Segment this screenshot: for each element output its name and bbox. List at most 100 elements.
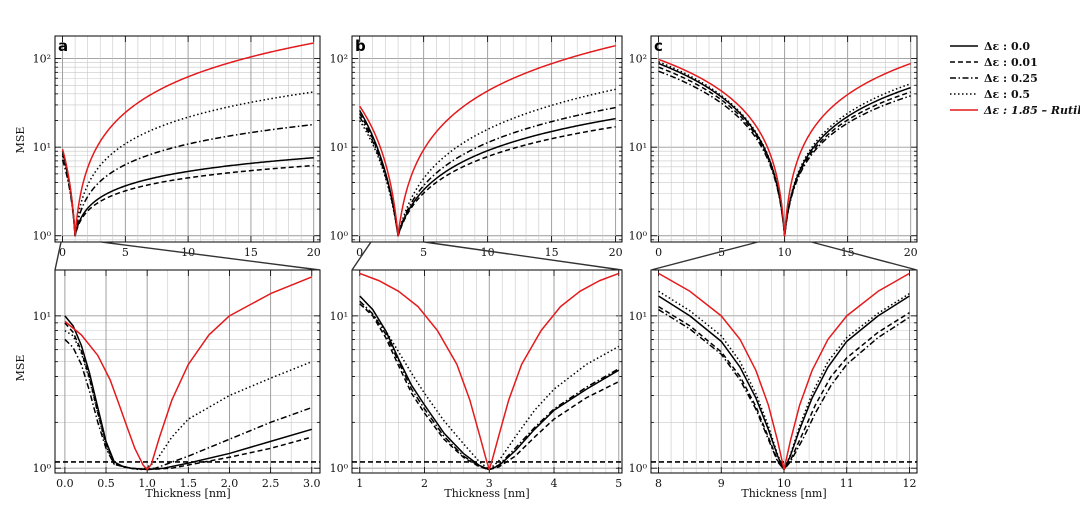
bottom-a-xtick-label: 2.5	[262, 477, 280, 490]
top-b-xtick-label: 0	[356, 246, 363, 259]
top-c-series--1-85-Rutile	[658, 58, 911, 237]
bottom-b-frame	[351, 269, 623, 474]
ylabel-top: MSE	[14, 127, 27, 154]
panel-b: 0 5 10 15 20 10⁰ 10¹ 10² b 1 2 3 4 5 10⁰ 10¹	[330, 35, 623, 490]
bottom-b-ytick-label: 10⁰	[330, 462, 349, 475]
bottom-b-series-group	[352, 272, 622, 471]
zoom-connector-right-c	[811, 241, 918, 271]
zoom-connector-left-c	[650, 241, 759, 271]
zoom-connector-left-a	[54, 241, 62, 271]
top-b-series-group	[359, 44, 616, 237]
top-b-xtick-label: 15	[545, 246, 559, 259]
bottom-b-series--0-5	[359, 303, 620, 471]
top-c-series-group	[658, 58, 911, 237]
legend-label-1: Δε : 0.01	[984, 56, 1038, 69]
top-b-ytick-label: 10⁰	[330, 230, 349, 243]
bottom-c-xtick-label: 12	[902, 477, 916, 490]
bottom-c-ytick-label: 10¹	[629, 310, 647, 323]
zoom-connector-right-a	[101, 241, 321, 271]
bottom-b-series--0-0	[359, 295, 620, 471]
top-a-xtick-label: 15	[244, 246, 258, 259]
bottom-b-xtick-label: 5	[615, 477, 622, 490]
bottom-b-series--1-85-Rutile	[359, 272, 620, 471]
bottom-a-ytick-label: 10¹	[33, 310, 51, 323]
bottom-b-xtick-label: 1	[356, 477, 363, 490]
top-a-series--0-5	[61, 91, 314, 237]
xlabel-b: Thickness [nm]	[444, 487, 529, 500]
top-b-ytick-label: 10²	[330, 53, 348, 66]
bottom-a-series--0-0	[64, 315, 312, 471]
xlabel-c: Thickness [nm]	[741, 487, 826, 500]
bottom-b-series--0-25	[359, 300, 620, 471]
top-a-series--0-0	[61, 151, 314, 237]
top-a-ytick-label: 10⁰	[33, 230, 52, 243]
top-a-ytick-label: 10¹	[33, 141, 51, 154]
legend: Δε : 0.0 Δε : 0.01 Δε : 0.25 Δε : 0.5 Δε…	[950, 40, 1080, 117]
bottom-b-ytick-label: 10¹	[330, 310, 348, 323]
legend-label-3: Δε : 0.5	[984, 88, 1030, 101]
top-c-xtick-label: 10	[778, 246, 792, 259]
top-c-xtick-label: 5	[718, 246, 725, 259]
bottom-a-ytick-label: 10⁰	[33, 462, 52, 475]
top-a-series--0-25	[61, 123, 314, 237]
bottom-b-xtick-label: 3	[486, 477, 493, 490]
top-a-xtick-label: 20	[307, 246, 321, 259]
top-c-xtick-label: 0	[655, 246, 662, 259]
bottom-a-xtick-label: 1.5	[180, 477, 198, 490]
bottom-c-xtick-label: 11	[840, 477, 854, 490]
zoom-connector-right-b	[424, 241, 623, 271]
bottom-c-xtick-label: 8	[655, 477, 662, 490]
bottom-c-xtick-label: 9	[718, 477, 725, 490]
top-c-series--0-25	[658, 70, 911, 237]
bottom-b-xtick-label: 4	[551, 477, 558, 490]
bottom-a-series-group	[55, 276, 320, 471]
bottom-a-xtick-label: 0.0	[56, 477, 74, 490]
bottom-c-frame	[650, 269, 918, 474]
bottom-c-series--1-85-Rutile	[658, 272, 910, 471]
panel-letter-c: c	[654, 37, 663, 55]
top-b-xtick-label: 20	[609, 246, 623, 259]
top-b-xtick-label: 5	[420, 246, 427, 259]
bottom-b-xtick-label: 2	[421, 477, 428, 490]
bottom-c-xtick-label: 10	[777, 477, 791, 490]
legend-label-4: Δε : 1.85 – Rutile	[983, 104, 1080, 117]
top-b-ytick-label: 10¹	[330, 141, 348, 154]
top-b-xtick-label: 10	[481, 246, 495, 259]
top-c-xtick-label: 15	[841, 246, 855, 259]
top-a-series--1-85-Rutile	[61, 42, 314, 237]
bottom-a-xtick-label: 0.5	[97, 477, 115, 490]
panel-c: 0 5 10 15 20 10⁰ 10¹ 10² c 8 9 10 11 12 10⁰ 10¹	[629, 35, 918, 490]
bottom-a-xtick-label: 1.0	[138, 477, 156, 490]
top-c-ytick-label: 10²	[629, 53, 647, 66]
bottom-c-ytick-label: 10⁰	[629, 462, 648, 475]
ylabel-bottom: MSE	[14, 355, 27, 382]
top-c-xtick-label: 20	[904, 246, 918, 259]
top-a-series--0-01	[61, 153, 314, 237]
top-a-xtick-label: 5	[122, 246, 129, 259]
legend-label-0: Δε : 0.0	[984, 40, 1030, 53]
panel-a: 0510152010⁰10¹10²a0.00.51.01.52.02.53.01…	[33, 35, 321, 490]
bottom-b-series--0-01	[359, 303, 620, 471]
top-c-ytick-label: 10⁰	[629, 230, 648, 243]
bottom-a-frame	[54, 269, 321, 474]
panel-letter-a: a	[58, 37, 68, 55]
top-a-xtick-label: 0	[59, 246, 66, 259]
zoom-connector-left-b	[351, 241, 372, 271]
bottom-c-series-group	[651, 272, 917, 471]
top-a-series-group	[61, 42, 314, 237]
bottom-a-xtick-label: 3.0	[303, 477, 321, 490]
top-a-frame	[54, 35, 321, 243]
xlabel-a: Thickness [nm]	[145, 487, 230, 500]
panels: 0510152010⁰10¹10²a0.00.51.01.52.02.53.01…	[33, 35, 918, 490]
bottom-a-series--0-25	[64, 338, 313, 471]
top-b-frame	[351, 35, 623, 243]
top-c-ytick-label: 10¹	[629, 141, 647, 154]
legend-label-2: Δε : 0.25	[984, 72, 1038, 85]
bottom-a-series--1-85-Rutile	[64, 276, 313, 471]
top-c-frame	[650, 35, 918, 243]
bottom-a-xtick-label: 2.0	[221, 477, 239, 490]
top-b-series--1-85-Rutile	[359, 44, 616, 237]
panel-letter-b: b	[355, 37, 366, 55]
top-a-ytick-label: 10²	[33, 53, 51, 66]
